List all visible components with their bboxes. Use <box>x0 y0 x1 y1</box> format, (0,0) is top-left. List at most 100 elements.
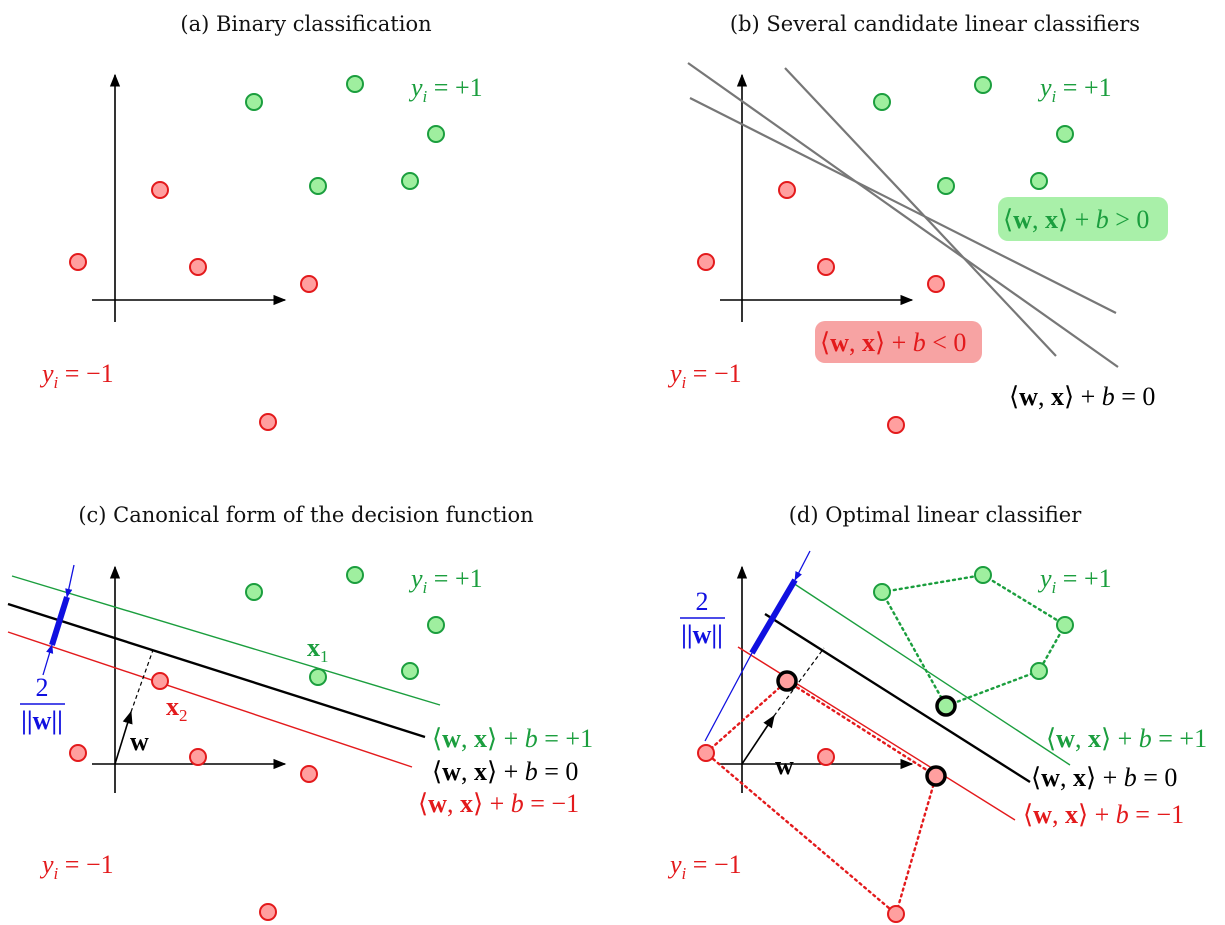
normal-vector <box>741 714 775 765</box>
negative-point <box>69 253 87 271</box>
negative-point <box>778 181 796 199</box>
hyperplane-label: ⟨w, x⟩ + b = 0 <box>1009 382 1155 411</box>
panel-a: (a) Binary classification yi = +1 yi = −… <box>39 12 483 431</box>
hyperplane-plus-label: ⟨w, x⟩ + b = +1 <box>432 724 593 753</box>
hyperplane-zero-label: ⟨w, x⟩ + b = 0 <box>1031 763 1177 792</box>
negative-point <box>300 275 318 293</box>
candidate-line <box>687 62 1119 368</box>
support-vector-negative <box>776 670 798 692</box>
negative-class-label: yi = −1 <box>39 850 114 883</box>
normal-vector-extension <box>773 647 825 717</box>
negative-point <box>259 903 277 921</box>
x2-label: x2 <box>166 692 188 725</box>
positive-region-box <box>998 197 1168 241</box>
positive-point <box>1030 662 1048 680</box>
caption-c: (c) Canonical form of the decision funct… <box>78 503 533 527</box>
negative-class-label: yi = −1 <box>667 359 742 392</box>
positive-point <box>873 93 891 111</box>
hyperplane-plus-label: ⟨w, x⟩ + b = +1 <box>1046 724 1207 753</box>
positive-points <box>245 566 445 686</box>
w-vector-label: w <box>775 751 794 780</box>
hyperplane-zero-label: ⟨w, x⟩ + b = 0 <box>432 757 578 786</box>
negative-points <box>697 670 947 923</box>
margin-denominator: ||w|| <box>681 620 723 649</box>
margin-line-positive <box>792 582 1071 766</box>
positive-point <box>974 76 992 94</box>
hyperplane-minus-label: ⟨w, x⟩ + b = −1 <box>1023 800 1184 829</box>
panel-d: (d) Optimal linear classifier <box>667 503 1207 923</box>
negative-class-label: yi = −1 <box>39 359 114 392</box>
positive-point <box>1030 172 1048 190</box>
margin-bar <box>49 596 70 646</box>
panel-c: (c) Canonical form of the decision funct… <box>7 503 593 921</box>
positive-point <box>873 583 891 601</box>
negative-point <box>300 765 318 783</box>
caption-b: (b) Several candidate linear classifiers <box>730 12 1140 36</box>
positive-point <box>1056 125 1074 143</box>
negative-point <box>817 748 835 766</box>
negative-point <box>189 258 207 276</box>
margin-arrow-bottom <box>704 652 753 742</box>
support-vector-negative <box>925 765 947 787</box>
margin-arrow-bottom <box>42 644 54 676</box>
x1-label: x1 <box>307 633 329 666</box>
positive-class-label: yi = +1 <box>1037 73 1112 106</box>
margin-line-positive <box>11 575 441 706</box>
negative-point <box>817 258 835 276</box>
positive-point <box>346 75 364 93</box>
negative-point <box>189 748 207 766</box>
negative-point <box>69 744 87 762</box>
panel-b: (b) Several candidate linear classifiers… <box>667 12 1168 434</box>
negative-point <box>259 413 277 431</box>
positive-points <box>873 76 1074 195</box>
normal-vector <box>114 710 133 765</box>
decision-boundary <box>764 612 1031 784</box>
positive-points <box>873 566 1074 717</box>
margin-line-negative <box>7 631 413 768</box>
margin-denominator: ||w|| <box>21 706 63 735</box>
negative-point <box>887 905 905 923</box>
positive-class-label: yi = +1 <box>408 564 483 597</box>
candidate-line <box>689 97 1117 314</box>
margin-arrow-top <box>65 564 75 598</box>
negative-point <box>697 253 715 271</box>
positive-point <box>245 93 263 111</box>
positive-point <box>974 566 992 584</box>
normal-vector-extension <box>130 649 154 713</box>
negative-point <box>697 744 715 762</box>
candidate-line <box>784 67 1057 357</box>
positive-point <box>937 177 955 195</box>
negative-region-box <box>815 321 982 363</box>
negative-points <box>69 672 318 921</box>
negative-points <box>697 181 945 434</box>
hyperplane-minus-label: ⟨w, x⟩ + b = −1 <box>418 789 579 818</box>
margin-numerator: 2 <box>696 587 709 616</box>
negative-class-label: yi = −1 <box>667 850 742 883</box>
positive-class-label: yi = +1 <box>1037 564 1112 597</box>
caption-d: (d) Optimal linear classifier <box>789 503 1082 527</box>
support-vector-positive <box>935 695 957 717</box>
margin-arrow-top <box>794 550 811 581</box>
positive-points <box>245 75 445 195</box>
positive-point <box>401 662 419 680</box>
margin-bar <box>749 578 798 655</box>
negative-convex-hull <box>704 679 938 917</box>
negative-points <box>69 181 318 431</box>
positive-point <box>427 616 445 634</box>
caption-a: (a) Binary classification <box>180 12 431 36</box>
negative-point <box>151 181 169 199</box>
negative-point <box>887 416 905 434</box>
w-vector-label: w <box>130 727 149 756</box>
decision-boundary <box>7 602 426 739</box>
candidate-lines <box>687 62 1119 368</box>
positive-inequality-label: ⟨w, x⟩ + b > 0 <box>1003 205 1149 234</box>
negative-point <box>151 672 169 690</box>
negative-inequality-label: ⟨w, x⟩ + b < 0 <box>820 328 966 357</box>
positive-class-label: yi = +1 <box>408 73 483 106</box>
positive-point <box>309 668 327 686</box>
margin-numerator: 2 <box>36 673 49 702</box>
margin-line-negative <box>737 646 1016 821</box>
negative-point <box>927 275 945 293</box>
positive-point <box>427 125 445 143</box>
